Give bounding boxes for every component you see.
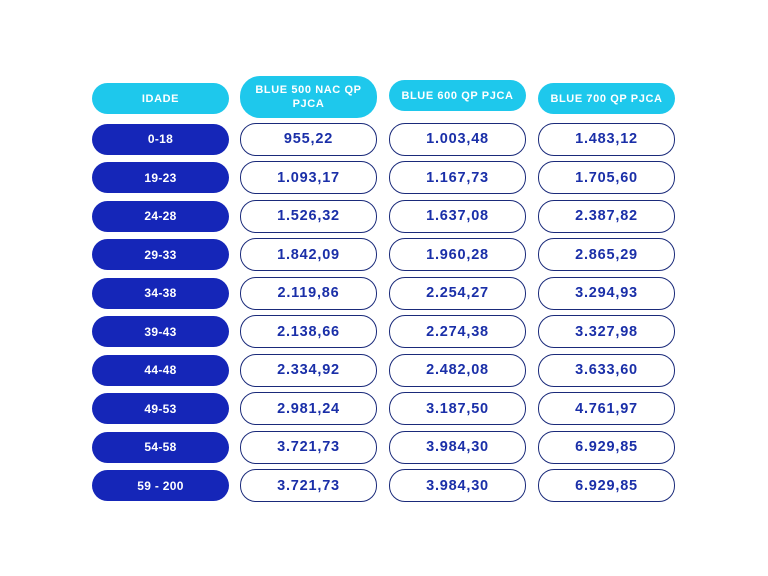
price-blue-700: 2.387,82 xyxy=(538,199,675,233)
table-header-row: IDADE BLUE 500 NAC QP PJCA BLUE 600 QP P… xyxy=(92,76,678,118)
price-blue-500: 3.721,73 xyxy=(240,469,377,502)
table-row: 49-53 2.981,24 3.187,50 4.761,97 xyxy=(92,392,678,425)
price-blue-700: 1.705,60 xyxy=(538,161,675,194)
table-row: 39-43 2.138,66 2.274,38 3.327,98 xyxy=(92,315,678,348)
price-blue-500: 2.138,66 xyxy=(240,315,377,348)
price-blue-500: 3.721,73 xyxy=(240,430,377,464)
age-range: 39-43 xyxy=(92,316,229,347)
price-blue-600: 1.167,73 xyxy=(389,161,526,194)
age-range: 54-58 xyxy=(92,431,229,463)
table-row: 54-58 3.721,73 3.984,30 6.929,85 xyxy=(92,430,678,464)
table-row: 44-48 2.334,92 2.482,08 3.633,60 xyxy=(92,353,678,387)
price-blue-700: 1.483,12 xyxy=(538,122,675,156)
table-row: 29-33 1.842,09 1.960,28 2.865,29 xyxy=(92,238,678,271)
price-blue-700: 3.294,93 xyxy=(538,276,675,310)
price-blue-600: 3.984,30 xyxy=(389,430,526,464)
age-range: 49-53 xyxy=(92,393,229,424)
table-row: 59 - 200 3.721,73 3.984,30 6.929,85 xyxy=(92,469,678,502)
price-blue-500: 1.093,17 xyxy=(240,161,377,194)
price-blue-600: 1.960,28 xyxy=(389,238,526,271)
age-range: 59 - 200 xyxy=(92,470,229,501)
price-blue-600: 3.984,30 xyxy=(389,469,526,502)
table-row: 34-38 2.119,86 2.254,27 3.294,93 xyxy=(92,276,678,310)
price-blue-500: 955,22 xyxy=(240,122,377,156)
price-blue-600: 2.482,08 xyxy=(389,353,526,387)
header-idade: IDADE xyxy=(92,83,229,114)
price-blue-700: 6.929,85 xyxy=(538,469,675,502)
age-range: 34-38 xyxy=(92,277,229,309)
price-blue-700: 2.865,29 xyxy=(538,238,675,271)
price-blue-500: 2.119,86 xyxy=(240,276,377,310)
price-blue-500: 1.526,32 xyxy=(240,199,377,233)
table-row: 24-28 1.526,32 1.637,08 2.387,82 xyxy=(92,199,678,233)
price-blue-600: 2.274,38 xyxy=(389,315,526,348)
price-blue-700: 6.929,85 xyxy=(538,430,675,464)
price-table: IDADE BLUE 500 NAC QP PJCA BLUE 600 QP P… xyxy=(92,76,678,502)
table-row: 0-18 955,22 1.003,48 1.483,12 xyxy=(92,122,678,156)
price-blue-600: 3.187,50 xyxy=(389,392,526,425)
price-blue-500: 2.334,92 xyxy=(240,353,377,387)
price-blue-600: 2.254,27 xyxy=(389,276,526,310)
age-range: 29-33 xyxy=(92,239,229,270)
age-range: 24-28 xyxy=(92,200,229,232)
age-range: 44-48 xyxy=(92,354,229,386)
age-range: 0-18 xyxy=(92,123,229,155)
price-blue-700: 3.327,98 xyxy=(538,315,675,348)
header-blue-600: BLUE 600 QP PJCA xyxy=(389,80,526,111)
price-blue-600: 1.637,08 xyxy=(389,199,526,233)
price-blue-600: 1.003,48 xyxy=(389,122,526,156)
price-blue-500: 2.981,24 xyxy=(240,392,377,425)
price-blue-700: 3.633,60 xyxy=(538,353,675,387)
header-blue-500: BLUE 500 NAC QP PJCA xyxy=(240,76,377,118)
table-row: 19-23 1.093,17 1.167,73 1.705,60 xyxy=(92,161,678,194)
price-blue-700: 4.761,97 xyxy=(538,392,675,425)
age-range: 19-23 xyxy=(92,162,229,193)
header-blue-700: BLUE 700 QP PJCA xyxy=(538,83,675,114)
price-blue-500: 1.842,09 xyxy=(240,238,377,271)
